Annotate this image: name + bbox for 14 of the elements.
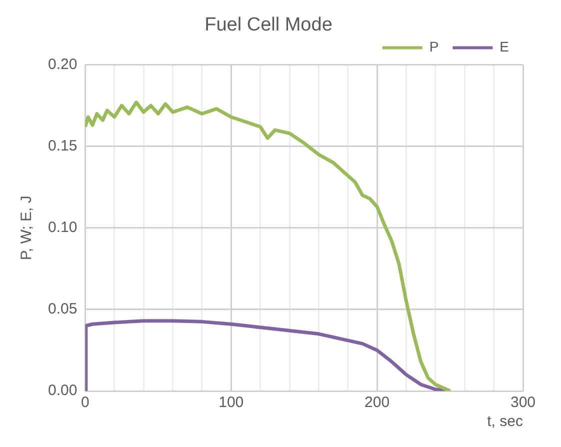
x-tick-label: 0: [81, 394, 90, 412]
x-tick-label: 300: [510, 394, 536, 412]
y-tick-label: 0.10: [48, 219, 78, 236]
chart-title: Fuel Cell Mode: [204, 14, 332, 36]
legend-label: P: [429, 38, 439, 55]
x-axis-title: t, sec: [487, 413, 524, 430]
y-axis-title: P, W; E, J: [18, 196, 36, 260]
y-tick-label: 0.15: [48, 137, 78, 154]
y-tick-label: 0.00: [48, 382, 78, 400]
x-tick-label: 200: [364, 394, 390, 412]
y-tick-label: 0.05: [48, 300, 78, 318]
legend-label: E: [500, 38, 510, 55]
x-tick-label: 100: [218, 394, 244, 412]
y-tick-label: 0.20: [48, 56, 78, 73]
